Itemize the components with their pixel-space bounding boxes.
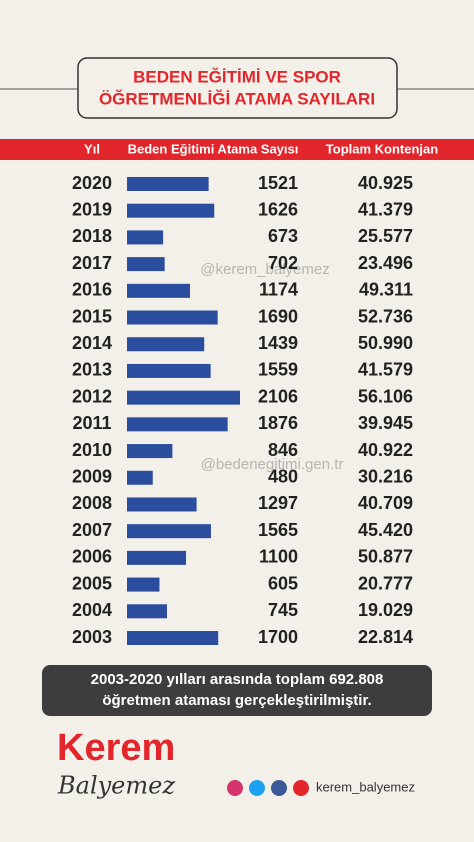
year-label: 2013	[72, 360, 112, 380]
bar	[127, 631, 219, 645]
year-label: 2009	[72, 467, 112, 487]
year-label: 2016	[72, 280, 112, 300]
value-label: 846	[268, 440, 298, 460]
total-label: 25.577	[358, 226, 413, 246]
note: 2003-2020 yılları arasında toplam 692.80…	[91, 671, 384, 688]
total-label: 30.216	[358, 467, 413, 487]
value-label: 1690	[258, 306, 298, 326]
year-label: 2018	[72, 226, 112, 246]
column-header: Beden Eğitimi Atama Sayısı	[128, 141, 299, 156]
value-label: 480	[268, 467, 298, 487]
value-label: 745	[268, 600, 298, 620]
bar	[127, 203, 215, 218]
value-label: 1521	[258, 173, 298, 193]
bar	[127, 577, 160, 592]
total-label: 52.736	[358, 306, 413, 326]
bar	[127, 444, 173, 459]
value-label: 1100	[259, 547, 298, 567]
value-label: 605	[268, 573, 298, 593]
note-box	[42, 665, 432, 716]
year-label: 2004	[72, 600, 112, 620]
brand: Kerem	[57, 727, 175, 769]
total-label: 39.945	[358, 413, 413, 433]
bar	[127, 177, 209, 191]
bar	[127, 337, 205, 352]
brand-script: Balyemez	[57, 772, 175, 800]
bar	[127, 497, 197, 512]
total-label: 23.496	[358, 253, 413, 273]
total-label: 40.709	[358, 493, 413, 513]
column-header: Toplam Kontenjan	[326, 141, 438, 156]
total-label: 45.420	[358, 520, 413, 540]
year-label: 2017	[72, 253, 112, 273]
watermark: @bedenegitimi.gen.tr	[201, 456, 344, 473]
column-header: Yıl	[84, 141, 100, 156]
twitter-icon[interactable]	[249, 780, 265, 796]
year-label: 2011	[72, 413, 111, 433]
total-label: 49.311	[359, 280, 413, 300]
bar	[127, 604, 167, 619]
value-label: 2106	[258, 386, 298, 406]
bar	[127, 257, 165, 272]
bar	[127, 283, 190, 298]
year-label: 2019	[72, 199, 112, 219]
bar	[127, 310, 218, 325]
value-label: 1565	[258, 520, 298, 540]
youtube-icon[interactable]	[293, 780, 309, 796]
total-label: 19.029	[358, 600, 413, 620]
chart-title: BEDEN EĞİTİMİ VE SPOR	[133, 67, 341, 86]
total-label: 50.877	[358, 547, 413, 567]
total-label: 40.925	[358, 173, 413, 193]
bar	[127, 390, 240, 405]
watermark: @kerem_balyemez	[200, 261, 329, 278]
bar	[127, 230, 164, 245]
bar	[127, 550, 187, 565]
value-label: 1626	[258, 199, 298, 219]
bar	[127, 524, 211, 539]
handle: kerem_balyemez	[316, 779, 415, 794]
year-label: 2014	[72, 333, 112, 353]
value-label: 1297	[258, 493, 298, 513]
chart-subtitle: ÖĞRETMENLİĞİ ATAMA SAYILARI	[99, 89, 375, 108]
value-label: 1876	[258, 413, 298, 433]
total-label: 50.990	[358, 333, 413, 353]
year-label: 2007	[72, 520, 112, 540]
year-label: 2008	[72, 493, 112, 513]
value-label: 673	[268, 226, 298, 246]
header-bar	[0, 139, 474, 160]
value-label: 1700	[258, 627, 298, 647]
year-label: 2005	[72, 573, 112, 593]
total-label: 56.106	[358, 386, 413, 406]
facebook-icon[interactable]	[271, 780, 287, 796]
total-label: 40.922	[358, 440, 413, 460]
total-label: 20.777	[358, 573, 413, 593]
total-label: 22.814	[358, 627, 413, 647]
total-label: 41.379	[358, 199, 413, 219]
bar	[127, 363, 211, 378]
value-label: 1439	[258, 333, 298, 353]
year-label: 2003	[72, 627, 112, 647]
total-label: 41.579	[358, 360, 413, 380]
note: öğretmen ataması gerçekleştirilmiştir.	[102, 692, 371, 709]
year-label: 2006	[72, 547, 112, 567]
year-label: 2012	[72, 386, 112, 406]
value-label: 702	[268, 253, 298, 273]
bar	[127, 470, 153, 485]
year-label: 2020	[72, 173, 112, 193]
title-box	[77, 57, 398, 119]
instagram-icon[interactable]	[227, 780, 243, 796]
bar	[127, 417, 228, 432]
value-label: 1174	[259, 280, 298, 300]
year-label: 2010	[72, 440, 112, 460]
year-label: 2015	[72, 306, 112, 326]
value-label: 1559	[258, 360, 298, 380]
